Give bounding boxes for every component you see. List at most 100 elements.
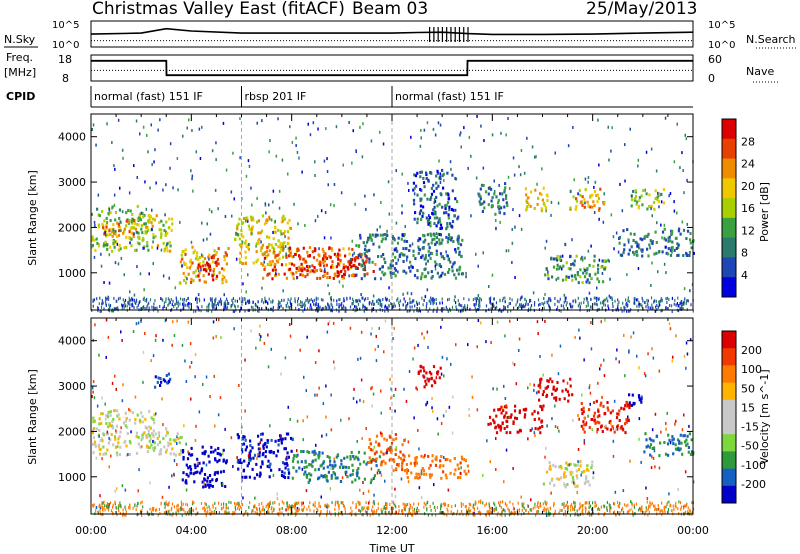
- data-cell: [494, 503, 496, 507]
- data-cell: [315, 301, 317, 305]
- data-cell: [375, 457, 378, 461]
- data-cell: [334, 463, 337, 467]
- data-cell: [429, 197, 432, 201]
- data-cell: [677, 229, 680, 233]
- data-cell: [491, 273, 494, 277]
- data-cell: [684, 504, 686, 508]
- data-cell: [341, 501, 343, 505]
- data-cell: [248, 453, 252, 457]
- data-cell: [436, 307, 438, 311]
- data-cell: [221, 278, 224, 281]
- data-cell: [256, 457, 258, 461]
- data-cell: [524, 413, 527, 417]
- data-cell: [295, 501, 297, 505]
- data-cell: [413, 192, 416, 196]
- data-cell: [499, 299, 501, 303]
- data-cell: [601, 259, 604, 263]
- data-cell: [130, 237, 133, 241]
- data-cell: [628, 406, 631, 410]
- data-cell: [654, 189, 657, 193]
- data-cell: [274, 243, 277, 246]
- data-cell: [245, 216, 248, 220]
- data-cell: [349, 326, 352, 330]
- data-cell: [349, 473, 352, 477]
- data-cell: [274, 225, 277, 229]
- data-cell: [562, 379, 565, 383]
- data-cell: [302, 438, 304, 442]
- data-cell: [410, 292, 413, 296]
- data-cell: [597, 197, 601, 200]
- data-cell: [260, 510, 262, 514]
- data-cell: [277, 239, 280, 243]
- data-cell: [345, 307, 347, 311]
- data-cell: [565, 261, 568, 265]
- data-cell: [143, 305, 145, 309]
- data-cell: [394, 274, 397, 278]
- data-cell: [255, 260, 258, 264]
- data-cell: [103, 228, 106, 232]
- data-cell: [441, 238, 444, 242]
- data-cell: [363, 261, 366, 265]
- data-cell: [571, 305, 573, 309]
- data-cell: [206, 237, 208, 241]
- data-cell: [201, 264, 204, 268]
- data-cell: [95, 237, 98, 241]
- data-cell: [163, 445, 166, 449]
- data-cell: [496, 387, 498, 391]
- data-cell: [284, 466, 287, 470]
- data-cell: [355, 244, 358, 248]
- data-cell: [637, 243, 640, 247]
- data-cell: [443, 307, 445, 311]
- data-cell: [133, 164, 135, 168]
- data-cell: [92, 123, 95, 127]
- data-cell: [175, 511, 177, 515]
- data-cell: [269, 462, 272, 466]
- data-cell: [279, 511, 281, 515]
- data-cell: [370, 238, 373, 242]
- data-cell: [291, 504, 293, 508]
- data-cell: [116, 221, 119, 225]
- data-cell: [223, 275, 226, 279]
- data-cell: [506, 416, 509, 419]
- data-cell: [432, 127, 435, 131]
- data-cell: [95, 509, 97, 513]
- data-cell: [216, 460, 219, 464]
- data-cell: [345, 472, 347, 476]
- data-cell: [377, 255, 380, 258]
- data-cell: [573, 259, 576, 263]
- data-cell: [435, 195, 438, 199]
- data-cell: [505, 133, 507, 137]
- data-cell: [208, 263, 211, 267]
- data-cell: [442, 186, 445, 190]
- data-cell: [444, 473, 447, 477]
- data-cell: [535, 513, 537, 517]
- data-cell: [428, 216, 432, 220]
- data-cell: [213, 254, 216, 258]
- data-cell: [666, 411, 668, 415]
- data-cell: [359, 398, 361, 402]
- data-cell: [167, 372, 170, 376]
- data-cell: [545, 503, 547, 506]
- data-cell: [598, 421, 601, 425]
- data-cell: [248, 475, 251, 479]
- data-cell: [408, 502, 411, 506]
- data-cell: [390, 302, 392, 305]
- data-cell: [282, 255, 285, 259]
- data-cell: [681, 452, 684, 456]
- data-cell: [352, 469, 355, 473]
- data-cell: [419, 369, 422, 373]
- data-cell: [441, 168, 444, 172]
- data-cell: [438, 159, 440, 163]
- data-cell: [429, 307, 431, 311]
- data-cell: [141, 420, 144, 424]
- data-cell: [240, 306, 242, 310]
- data-cell: [574, 485, 577, 489]
- data-cell: [270, 263, 273, 267]
- data-cell: [212, 306, 214, 310]
- data-cell: [446, 171, 449, 175]
- data-cell: [601, 306, 603, 310]
- data-cell: [512, 208, 514, 212]
- data-cell: [579, 201, 582, 205]
- data-cell: [144, 299, 146, 302]
